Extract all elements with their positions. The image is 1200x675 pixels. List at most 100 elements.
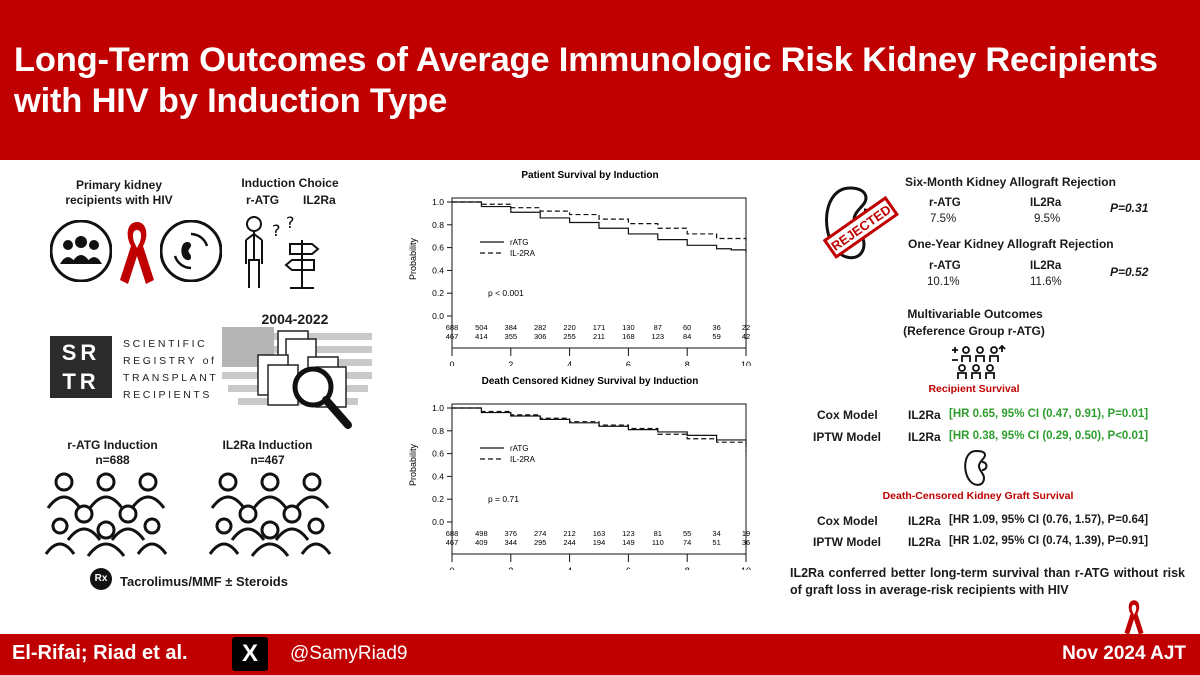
y-tick-label: 0.8	[432, 426, 444, 436]
risk-rATG: 688	[446, 323, 459, 332]
rs-row1-result: [HR 0.65, 95% CI (0.47, 0.91), P=0.01]	[949, 408, 1149, 420]
induction-choice-title: Induction Choice	[241, 176, 339, 190]
y-tick-label: 0.0	[432, 517, 444, 527]
rs-row1-model: Cox Model	[817, 408, 878, 422]
y-tick-label: 0.0	[432, 311, 444, 321]
risk-rATG: 171	[593, 323, 606, 332]
gs-row1-result: [HR 1.09, 95% CI (0.76, 1.57), P=0.64]	[949, 514, 1149, 526]
risk-rATG: 130	[622, 323, 635, 332]
rs-row2-result: [HR 0.38, 95% CI (0.29, 0.50), P<0.01]	[949, 430, 1149, 442]
legend-label: IL-2RA	[510, 249, 536, 258]
risk-rATG: 376	[505, 529, 518, 538]
x-tick-label: 10	[741, 360, 751, 366]
risk-rATG: 212	[563, 529, 576, 538]
series-line-il-2ra	[452, 407, 747, 452]
rejected-kidney-icon: REJECTED	[822, 186, 899, 260]
risk-rATG: 81	[654, 529, 662, 538]
people-group-icon	[50, 220, 112, 282]
y-tick-label: 1.0	[432, 403, 444, 413]
risk-rATG: 504	[475, 323, 488, 332]
risk-IL-2RA: 211	[593, 332, 605, 341]
x-tick-label: 10	[741, 566, 751, 570]
gs-row1-group: IL2Ra	[908, 514, 941, 528]
rs-row1-group: IL2Ra	[908, 408, 941, 422]
patient-survival-chart: Patient Survival by Induction 0.0 0.2 0.4 0.…	[408, 170, 751, 366]
one-il2ra-label: IL2Ra	[1030, 260, 1062, 272]
risk-IL-2RA: 123	[652, 332, 665, 341]
srtr-line4: RECIPIENTS	[123, 389, 213, 401]
population-label: Primary kidney recipients with HIV	[65, 178, 173, 207]
x-logo-icon[interactable]: X	[232, 637, 268, 671]
risk-IL-2RA: 110	[652, 538, 664, 547]
x-tick-label: 6	[626, 360, 631, 366]
series-line-il-2ra	[452, 201, 747, 246]
y-tick-label: 0.4	[432, 471, 444, 481]
one-il2ra-value: 11.6%	[1030, 276, 1062, 288]
x-tick-label: 2	[508, 566, 513, 570]
svg-text:?: ?	[286, 213, 295, 232]
gs-row2-model: IPTW Model	[813, 535, 881, 549]
risk-IL-2RA: 355	[505, 332, 518, 341]
rs-row2-model: IPTW Model	[813, 430, 881, 444]
risk-IL-2RA: 255	[563, 332, 576, 341]
chart-title: Death Censored Kidney Survival by Induct…	[482, 376, 699, 387]
p-value-annotation: p < 0.001	[488, 288, 524, 298]
risk-rATG: 60	[683, 323, 691, 332]
risk-IL-2RA: 295	[534, 538, 547, 547]
ratg-group-title: r-ATG Induction	[67, 438, 158, 452]
srtr-line2: REGISTRY of	[123, 355, 217, 367]
risk-rATG: 87	[654, 323, 662, 332]
y-tick-label: 0.6	[432, 243, 444, 253]
footer-bar: El-Rifai; Riad et al. X @SamyRiad9 Nov 2…	[0, 634, 1200, 675]
y-axis-label: Probability	[408, 443, 418, 486]
risk-IL-2RA: 168	[622, 332, 635, 341]
risk-IL-2RA: 244	[563, 538, 576, 547]
one-ratg-value: 10.1%	[927, 276, 960, 288]
registry-search-icon	[222, 327, 372, 429]
x-logo-letter: X	[241, 640, 258, 667]
risk-rATG: 282	[534, 323, 547, 332]
recipient-survival-label: Recipient Survival	[928, 383, 1020, 395]
srtr-logo-line1: SR	[61, 340, 101, 365]
plot-frame	[451, 197, 747, 349]
p-value-annotation: p = 0.71	[488, 494, 519, 504]
graft-survival-label: Death-Censored Kidney Graft Survival	[882, 490, 1074, 502]
risk-IL-2RA: 409	[475, 538, 488, 547]
risk-IL-2RA: 344	[505, 538, 518, 547]
risk-rATG: 34	[712, 529, 720, 538]
risk-IL-2RA: 414	[475, 332, 488, 341]
risk-rATG: 55	[683, 529, 691, 538]
y-tick-label: 0.2	[432, 494, 444, 504]
svg-text:?: ?	[272, 221, 281, 240]
x-tick-label: 6	[626, 566, 631, 570]
one-year-p: P=0.52	[1110, 265, 1149, 279]
srtr-logo: SR TR	[50, 336, 112, 398]
x-tick-label: 4	[567, 566, 572, 570]
il2ra-group-n: n=467	[250, 453, 285, 467]
risk-IL-2RA: 306	[534, 332, 547, 341]
one-ratg-label: r-ATG	[929, 260, 961, 272]
six-month-title: Six-Month Kidney Allograft Rejection	[905, 175, 1116, 189]
footer-twitter-handle[interactable]: @SamyRiad9	[290, 643, 408, 664]
conclusion-text: IL2Ra conferred better long-term surviva…	[790, 566, 1185, 597]
risk-rATG: 36	[712, 323, 720, 332]
x-tick-label: 2	[508, 360, 513, 366]
study-years: 2004-2022	[261, 311, 329, 327]
risk-rATG: 384	[505, 323, 518, 332]
rs-row2-group: IL2Ra	[908, 430, 941, 444]
y-tick-label: 0.2	[432, 288, 444, 298]
risk-rATG: 19	[742, 529, 750, 538]
gs-row1-model: Cox Model	[817, 514, 878, 528]
ratg-group-n: n=688	[95, 453, 130, 467]
risk-IL-2RA: 84	[683, 332, 691, 341]
x-tick-label: 8	[685, 360, 690, 366]
six-il2ra-value: 9.5%	[1034, 213, 1061, 225]
kidney-icon	[964, 449, 988, 486]
x-tick-label: 0	[449, 566, 454, 570]
footer-authors: El-Rifai; Riad et al.	[12, 642, 188, 664]
one-year-title: One-Year Kidney Allograft Rejection	[908, 237, 1114, 251]
y-tick-label: 0.4	[432, 265, 444, 275]
risk-IL-2RA: 194	[593, 538, 606, 547]
induction-option-il2ra: IL2Ra	[303, 193, 336, 207]
risk-IL-2RA: 42	[742, 332, 750, 341]
